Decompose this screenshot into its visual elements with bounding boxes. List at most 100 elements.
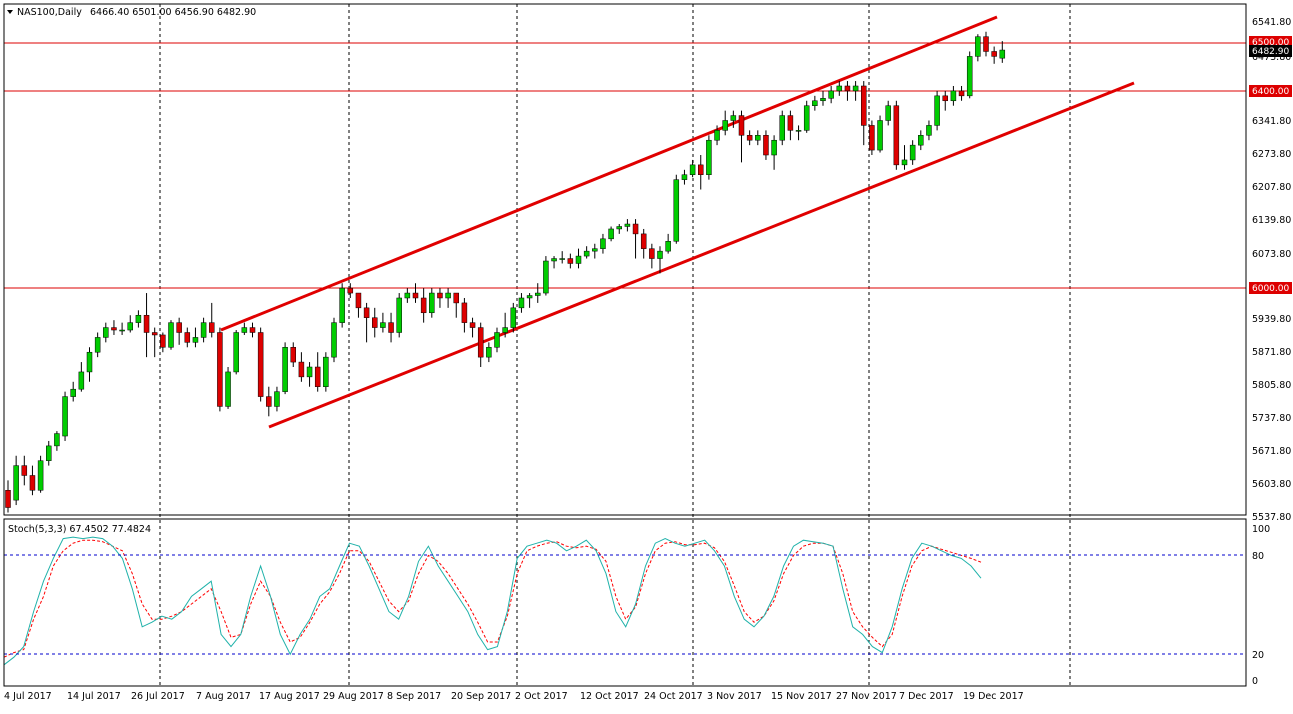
candle	[518, 293, 525, 313]
candle-body	[233, 332, 239, 373]
candle	[958, 85, 965, 101]
channel-upper-line[interactable]	[220, 15, 998, 332]
candle-body	[983, 36, 989, 52]
candle	[192, 327, 199, 348]
candle-body	[755, 135, 761, 141]
candle-body	[62, 396, 68, 437]
candle	[372, 307, 378, 338]
candle-body	[698, 164, 704, 175]
time-tick: 3 Nov 2017	[707, 691, 762, 702]
candle	[363, 302, 370, 343]
candle	[13, 455, 19, 506]
candle-body	[722, 120, 728, 131]
candle	[616, 224, 622, 234]
candle-body	[396, 297, 402, 333]
price-tick: 6139.80	[1252, 215, 1291, 226]
price-axis: 6541.80 6473.80 6341.80 6273.80 6207.80 …	[1252, 17, 1291, 523]
candle-body	[13, 465, 19, 501]
candle	[909, 140, 916, 165]
candle-body	[665, 241, 671, 252]
candle	[510, 302, 517, 333]
candle	[266, 386, 272, 417]
candle	[844, 81, 851, 101]
candle-body	[583, 250, 590, 257]
candle	[983, 31, 989, 57]
candle	[746, 130, 753, 146]
candle	[323, 352, 329, 392]
candle-body	[991, 51, 997, 57]
svg-text:6482.90: 6482.90	[1252, 47, 1289, 57]
time-tick: 8 Sep 2017	[387, 691, 441, 702]
candle-body	[877, 120, 883, 151]
candle-body	[771, 139, 777, 156]
candle	[706, 135, 712, 180]
candle	[583, 246, 590, 259]
candle	[689, 159, 696, 178]
candle-body	[608, 228, 614, 240]
candle	[347, 283, 354, 298]
candle	[412, 283, 419, 303]
candle-body	[763, 135, 769, 156]
candle-body	[151, 332, 158, 336]
price-tick: 5939.80	[1252, 314, 1291, 325]
candle	[893, 100, 900, 170]
candle	[298, 352, 305, 382]
candle	[795, 125, 802, 141]
candle-body	[689, 164, 696, 175]
candle-body	[730, 115, 737, 121]
candle	[477, 322, 484, 368]
price-tick: 5671.80	[1252, 446, 1291, 457]
candle	[592, 243, 598, 259]
candle	[314, 352, 321, 392]
candle-body	[901, 159, 908, 166]
candle	[200, 317, 207, 343]
candle	[877, 115, 883, 153]
candle-body	[461, 302, 468, 323]
candle-body	[812, 100, 818, 106]
candle	[828, 85, 834, 104]
svg-text:6000.00: 6000.00	[1252, 284, 1289, 294]
candle	[388, 312, 394, 343]
candle	[755, 130, 761, 146]
candle	[665, 233, 671, 254]
candle	[535, 283, 541, 303]
candle-body	[649, 248, 655, 259]
candle	[494, 327, 500, 353]
time-tick: 17 Aug 2017	[259, 691, 320, 702]
candle	[624, 219, 631, 232]
candle-body	[975, 36, 981, 57]
stoch-main-line	[3, 536, 982, 666]
price-tick: 5603.80	[1252, 479, 1291, 490]
price-tick: 6473.80	[1252, 52, 1291, 63]
channel-lower-line[interactable]	[268, 81, 1135, 429]
candle	[551, 256, 557, 269]
vertical-grid	[159, 4, 1071, 686]
candle	[991, 46, 997, 64]
price-tick: 6273.80	[1252, 149, 1291, 160]
candle-body	[94, 337, 101, 353]
time-axis: 4 Jul 2017 14 Jul 2017 26 Jul 2017 7 Aug…	[4, 691, 1024, 702]
candle	[852, 81, 859, 101]
candle	[78, 362, 85, 392]
candle-body	[934, 95, 940, 126]
candle-body	[909, 144, 916, 161]
candle-body	[78, 371, 85, 390]
candle	[241, 322, 248, 335]
candle	[437, 288, 443, 308]
candle-body	[306, 366, 313, 378]
candle-body	[420, 297, 427, 314]
candle-body	[37, 460, 44, 491]
candle-body	[412, 292, 419, 299]
candle-body	[355, 292, 362, 309]
candle-body	[518, 297, 525, 309]
time-tick: 12 Oct 2017	[580, 691, 639, 702]
candle-body	[111, 327, 117, 331]
price-label-6400: 6400.00	[1249, 85, 1292, 97]
candle	[339, 283, 345, 328]
candle	[355, 292, 362, 318]
candle-body	[241, 327, 248, 333]
candle	[559, 251, 565, 264]
symbol-menu-arrow-icon[interactable]	[7, 10, 13, 14]
candle	[135, 310, 142, 328]
